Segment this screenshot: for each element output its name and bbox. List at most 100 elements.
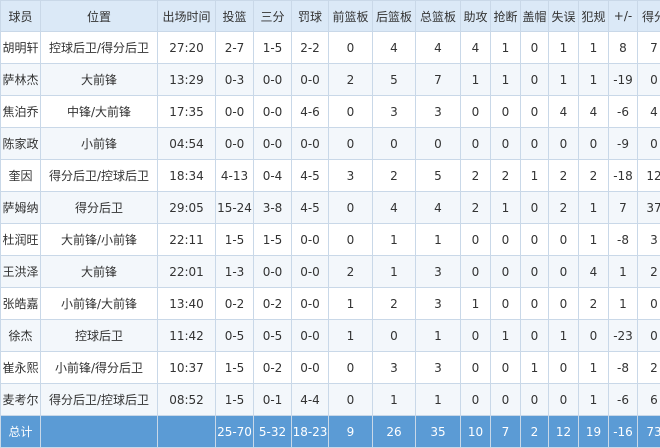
cell: 1 [579,224,609,256]
column-header: 犯规 [579,1,609,32]
cell: 0-0 [292,128,329,160]
cell: 3 [373,352,416,384]
cell: 11:42 [158,320,216,352]
cell: 15-24 [216,192,254,224]
cell: 2-2 [292,32,329,64]
cell: 0 [549,256,579,288]
column-header: 后篮板 [373,1,416,32]
column-header: 位置 [41,1,158,32]
cell: -19 [609,64,638,96]
cell: 0-1 [254,384,292,416]
cell: 胡明轩 [1,32,41,64]
cell: 2 [329,256,373,288]
cell: 萨林杰 [1,64,41,96]
cell: 焦泊乔 [1,96,41,128]
cell: 8 [609,32,638,64]
cell: 0-3 [216,64,254,96]
cell: 04:54 [158,128,216,160]
cell: 0 [491,384,521,416]
cell: 0 [521,256,549,288]
cell: 18:34 [158,160,216,192]
cell: 0 [329,352,373,384]
cell: 萨姆纳 [1,192,41,224]
cell: 张皓嘉 [1,288,41,320]
cell: 1-5 [254,224,292,256]
cell: 大前锋/小前锋 [41,224,158,256]
cell: 0 [521,192,549,224]
cell: 4 [416,192,461,224]
cell: 0-5 [216,320,254,352]
cell: 0 [491,352,521,384]
cell: 2 [549,160,579,192]
cell: 0 [329,128,373,160]
cell: 0 [461,96,491,128]
cell: 0 [638,288,660,320]
cell: 0 [549,384,579,416]
cell: 1 [579,64,609,96]
cell: 0 [491,288,521,320]
cell: 4-4 [292,384,329,416]
column-header: 总篮板 [416,1,461,32]
cell: 1 [521,160,549,192]
cell: 0-0 [292,64,329,96]
cell: 0-0 [254,256,292,288]
cell: 0-0 [292,352,329,384]
cell: 0-0 [292,256,329,288]
cell: 7 [638,32,660,64]
cell: 0-4 [254,160,292,192]
cell: 1 [491,192,521,224]
cell: 4 [373,192,416,224]
cell: 2 [549,192,579,224]
cell: 2 [638,256,660,288]
cell: 1 [491,320,521,352]
cell: 1 [549,320,579,352]
cell: 4 [461,32,491,64]
cell: 0 [549,352,579,384]
cell: 0-0 [254,96,292,128]
cell: 2 [461,160,491,192]
cell: 1 [549,32,579,64]
cell: 0 [329,32,373,64]
cell: 1 [329,288,373,320]
cell: 2 [579,160,609,192]
cell: 5 [416,160,461,192]
cell: 0 [461,128,491,160]
cell: 0 [579,128,609,160]
cell: 得分后卫/控球后卫 [41,160,158,192]
cell: 27:20 [158,32,216,64]
cell: 4 [638,96,660,128]
cell: -9 [609,128,638,160]
cell: 0 [579,320,609,352]
cell: 0 [491,224,521,256]
cell: 1 [609,256,638,288]
cell: 13:40 [158,288,216,320]
cell: 4 [373,32,416,64]
cell: 麦考尔 [1,384,41,416]
cell: 1 [491,64,521,96]
cell: 0-0 [292,224,329,256]
cell: 1 [609,288,638,320]
cell: 1 [373,256,416,288]
column-header: 抢断 [491,1,521,32]
cell: 0-5 [254,320,292,352]
cell: 4 [549,96,579,128]
cell: 5 [373,64,416,96]
cell: 4 [579,256,609,288]
cell: 2 [579,288,609,320]
column-header: 出场时间 [158,1,216,32]
cell: 0-0 [292,320,329,352]
cell: 0-0 [254,128,292,160]
cell: 0 [461,224,491,256]
cell: 0 [329,96,373,128]
cell: 0-0 [216,96,254,128]
cell: 0 [549,288,579,320]
cell: 7 [416,64,461,96]
cell: 29:05 [158,192,216,224]
